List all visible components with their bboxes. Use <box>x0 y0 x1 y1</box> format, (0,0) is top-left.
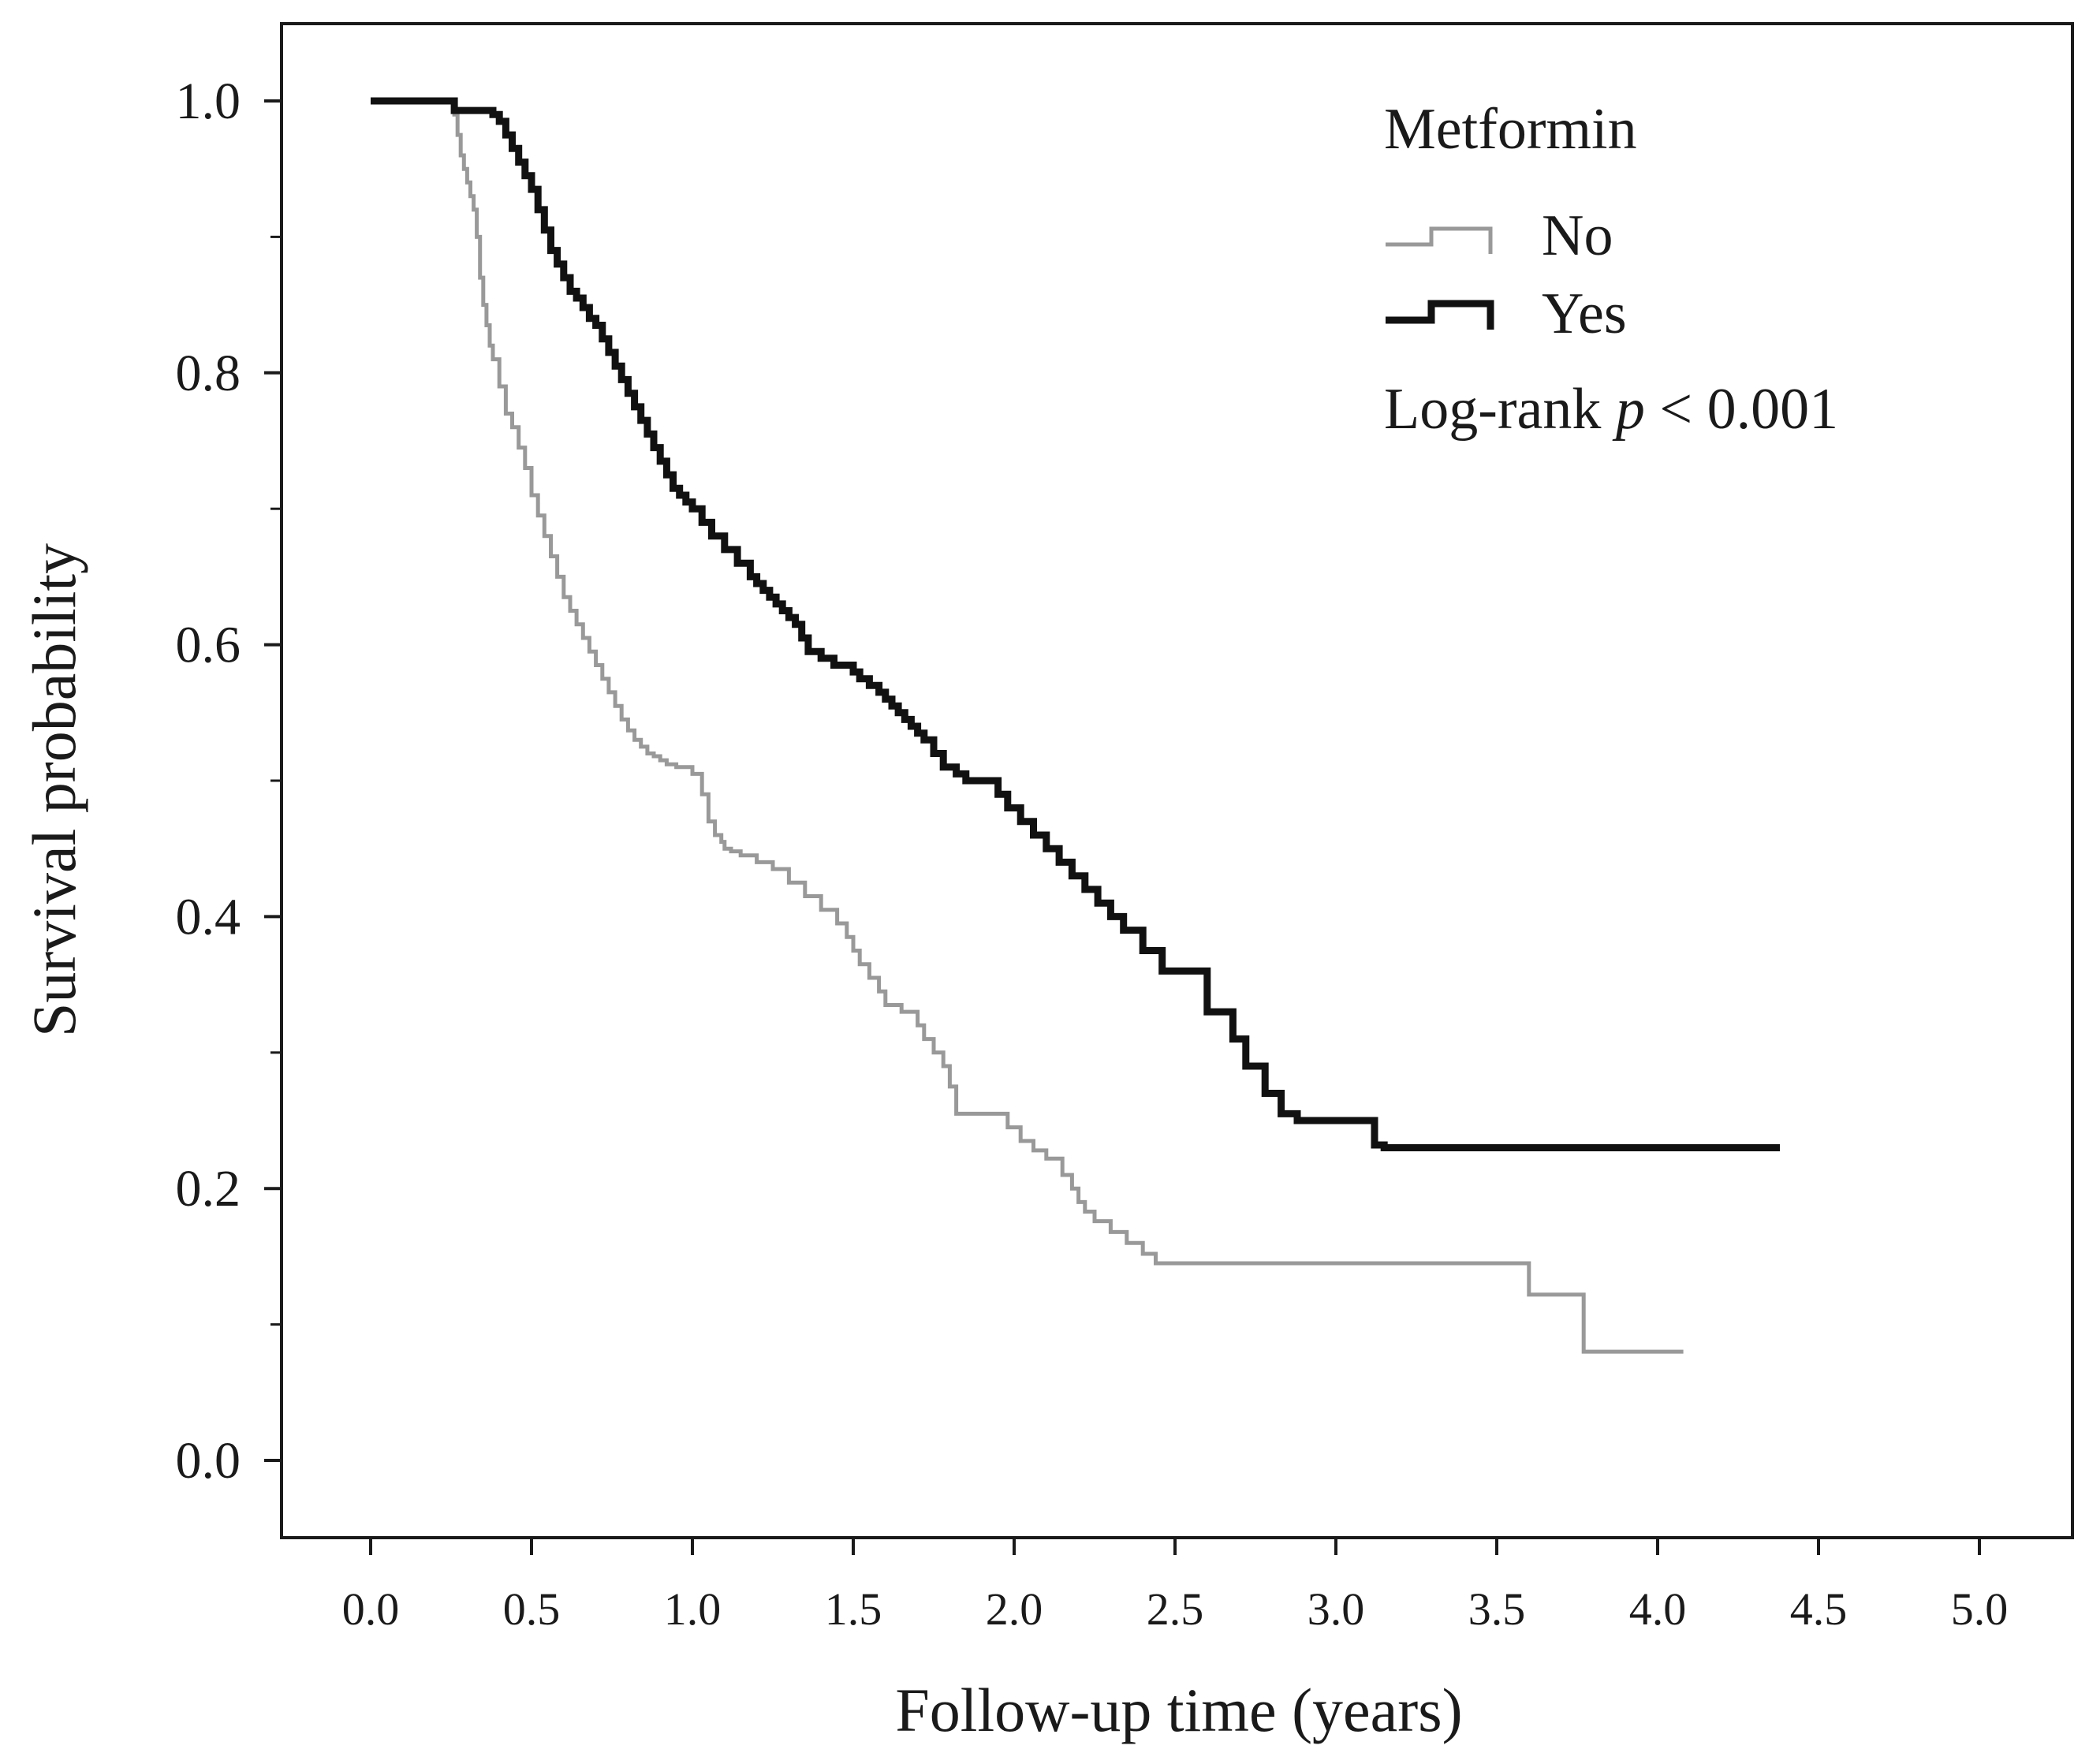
legend-title: Metformin <box>1384 97 1637 162</box>
legend-label-yes: Yes <box>1542 282 1627 346</box>
x-tick-label: 3.5 <box>1468 1583 1526 1635</box>
y-axis-title: Survival probability <box>20 543 88 1037</box>
x-tick-label: 5.0 <box>1951 1583 2009 1635</box>
x-tick-label: 2.0 <box>986 1583 1043 1635</box>
survival-curves <box>371 97 1780 1354</box>
x-tick-label: 1.0 <box>664 1583 722 1635</box>
y-tick-label: 0.0 <box>176 1432 241 1490</box>
y-tick-label: 0.4 <box>176 888 241 945</box>
x-tick-label: 4.5 <box>1790 1583 1848 1635</box>
y-tick-label: 0.2 <box>176 1160 241 1218</box>
x-tick-label: 1.5 <box>825 1583 882 1635</box>
x-axis-title: Follow-up time (years) <box>895 1676 1462 1744</box>
legend-swatch-no <box>1386 226 1493 254</box>
y-tick-label: 1.0 <box>176 73 241 130</box>
y-axis-ticks: 0.0 0.2 0.4 0.6 0.8 1.0 <box>176 73 282 1490</box>
legend-swatch-yes <box>1386 300 1494 330</box>
logrank-p-symbol: p <box>1612 377 1645 442</box>
x-tick-label: 0.5 <box>503 1583 561 1635</box>
series-line-yes <box>371 97 1780 1151</box>
x-tick-label: 3.0 <box>1307 1583 1365 1635</box>
x-tick-label: 2.5 <box>1147 1583 1204 1635</box>
logrank-prefix: Log-rank <box>1384 377 1616 442</box>
logrank-value: < 0.001 <box>1645 377 1838 442</box>
legend: Metformin No Yes Log-rank p < 0.001 <box>1384 97 1838 442</box>
y-tick-label: 0.6 <box>176 617 241 674</box>
y-tick-label: 0.8 <box>176 345 241 402</box>
series-line-no <box>371 99 1684 1354</box>
x-tick-label: 0.0 <box>342 1583 400 1635</box>
legend-label-no: No <box>1542 203 1613 268</box>
x-tick-label: 4.0 <box>1629 1583 1687 1635</box>
logrank-annotation: Log-rank p < 0.001 <box>1384 377 1838 442</box>
x-axis-ticks: 0.0 0.5 1.0 1.5 2.0 2.5 3.0 3.5 4.0 4.5 5.0 <box>342 1538 2009 1635</box>
